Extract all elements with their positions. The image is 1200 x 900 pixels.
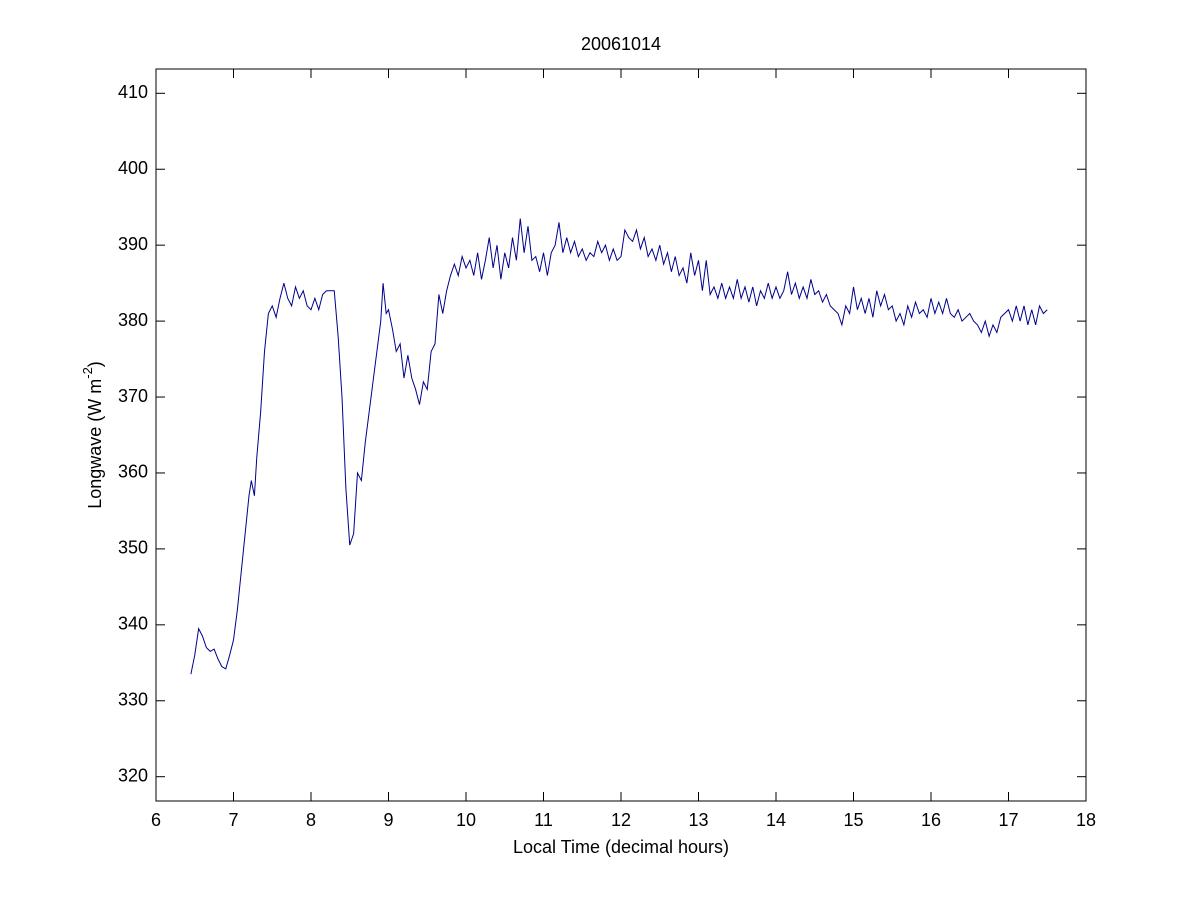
chart-title: 20061014: [581, 34, 661, 54]
x-tick-label: 15: [843, 810, 863, 830]
y-tick-label: 390: [118, 234, 148, 254]
y-tick-label: 330: [118, 690, 148, 710]
x-axis-label: Local Time (decimal hours): [513, 837, 729, 857]
x-tick-label: 11: [534, 810, 553, 830]
x-tick-label: 6: [151, 810, 161, 830]
x-tick-label: 13: [688, 810, 708, 830]
y-tick-label: 380: [118, 310, 148, 330]
y-axis-label-text: Longwave (W m: [85, 379, 105, 509]
y-tick-label: 350: [118, 538, 148, 558]
y-tick-label: 410: [118, 82, 148, 102]
y-tick-label: 340: [118, 614, 148, 634]
x-tick-label: 17: [998, 810, 1018, 830]
y-axis-label: Longwave (W m-2): [80, 361, 104, 509]
x-tick-label: 16: [921, 810, 941, 830]
y-tick-label: 400: [118, 158, 148, 178]
y-tick-label: 360: [118, 462, 148, 482]
x-tick-label: 8: [306, 810, 316, 830]
plot-area: [155, 68, 1087, 802]
data-line: [190, 218, 1048, 675]
y-axis-label-exponent: -2: [80, 367, 95, 379]
x-tick-label: 12: [611, 810, 631, 830]
x-tick-label: 10: [456, 810, 476, 830]
x-tick-label: 18: [1076, 810, 1096, 830]
y-axis-label-end: ): [85, 361, 105, 367]
x-tick-label: 14: [766, 810, 786, 830]
y-tick-label: 370: [118, 386, 148, 406]
x-tick-label: 7: [228, 810, 238, 830]
y-tick-label: 320: [118, 765, 148, 785]
x-tick-label: 9: [383, 810, 393, 830]
